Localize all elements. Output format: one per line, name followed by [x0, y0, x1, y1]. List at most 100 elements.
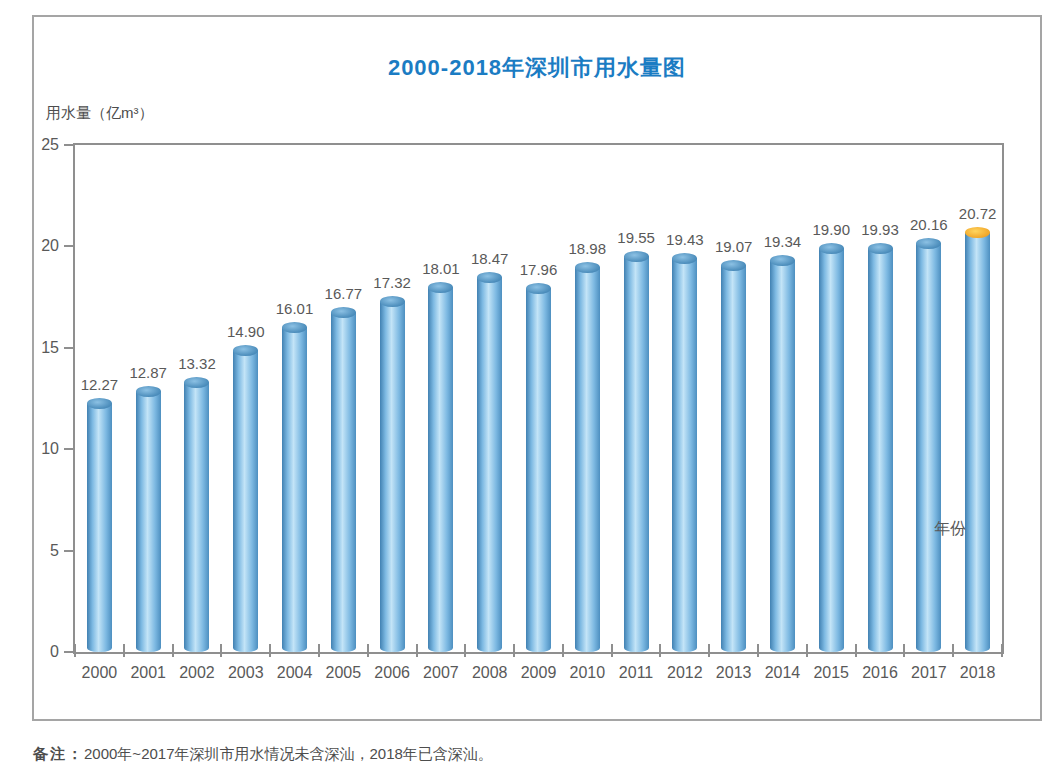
- y-axis-tick: [64, 245, 73, 247]
- bar-body: [770, 260, 795, 652]
- bar-2004: [282, 327, 307, 652]
- x-axis-label-2016: 2016: [856, 664, 905, 682]
- x-axis-label-2003: 2003: [221, 664, 270, 682]
- x-axis-label-2012: 2012: [660, 664, 709, 682]
- bar-body: [575, 267, 600, 652]
- bar-2002: [184, 382, 209, 652]
- y-axis-tick-label: 10: [27, 441, 59, 457]
- x-axis-label-2009: 2009: [514, 664, 563, 682]
- bar-body: [136, 391, 161, 652]
- bar-body: [282, 327, 307, 652]
- x-axis-label-2000: 2000: [75, 664, 124, 682]
- bar-value-label: 17.96: [504, 261, 574, 278]
- bar-cap: [136, 386, 161, 397]
- x-axis-tick: [806, 644, 808, 657]
- bar-cap: [233, 345, 258, 356]
- x-axis-tick: [74, 644, 76, 657]
- x-axis-tick: [220, 644, 222, 657]
- bar-cap: [575, 262, 600, 273]
- bar-2007: [428, 287, 453, 652]
- x-axis-label-2013: 2013: [709, 664, 758, 682]
- y-axis-tick-label: 20: [27, 238, 59, 254]
- bar-2015: [819, 248, 844, 652]
- chart-title: 2000-2018年深圳市用水量图: [34, 53, 1040, 83]
- y-axis-tick: [64, 144, 73, 146]
- bar-cap: [624, 251, 649, 262]
- bar-2006: [380, 301, 405, 652]
- bar-cap: [428, 282, 453, 293]
- footnote-label: 备注：: [33, 745, 84, 762]
- x-axis-label-2004: 2004: [270, 664, 319, 682]
- bar-2001: [136, 391, 161, 652]
- plot-area: 051015202512.27200012.87200113.32200214.…: [73, 143, 1004, 654]
- bar-2014: [770, 260, 795, 652]
- footnote: 备注：2000年~2017年深圳市用水情况未含深汕，2018年已含深汕。: [33, 745, 493, 764]
- x-axis-tick: [416, 644, 418, 657]
- x-axis-tick: [708, 644, 710, 657]
- bar-2013: [721, 265, 746, 652]
- x-axis-tick: [513, 644, 515, 657]
- bar-2003: [233, 350, 258, 652]
- bar-2012: [672, 258, 697, 652]
- x-axis-label-2001: 2001: [124, 664, 173, 682]
- bar-body: [624, 256, 649, 652]
- x-axis-tick: [611, 644, 613, 657]
- bar-body: [380, 301, 405, 652]
- x-axis-tick: [903, 644, 905, 657]
- bar-body: [819, 248, 844, 652]
- x-axis-label-2010: 2010: [563, 664, 612, 682]
- bar-body: [965, 232, 990, 652]
- bar-body: [526, 288, 551, 652]
- bar-2000: [87, 403, 112, 652]
- x-axis-label-2018: 2018: [953, 664, 1002, 682]
- y-axis-tick: [64, 651, 73, 653]
- bar-2009: [526, 288, 551, 652]
- x-axis-title: 年份: [934, 519, 966, 540]
- bar-value-label: 14.90: [211, 323, 281, 340]
- bar-body: [672, 258, 697, 652]
- x-axis-label-2014: 2014: [758, 664, 807, 682]
- x-axis-label-2017: 2017: [904, 664, 953, 682]
- x-axis-tick: [123, 644, 125, 657]
- y-axis-tick: [64, 347, 73, 349]
- bar-body: [233, 350, 258, 652]
- bar-2017: [916, 243, 941, 652]
- x-axis-tick: [659, 644, 661, 657]
- bar-cap: [770, 255, 795, 266]
- bar-body: [428, 287, 453, 652]
- x-axis-tick: [855, 644, 857, 657]
- bar-cap-highlighted: [965, 227, 990, 238]
- y-axis-tick-label: 5: [27, 543, 59, 559]
- x-axis-tick: [562, 644, 564, 657]
- x-axis-label-2007: 2007: [417, 664, 466, 682]
- bar-body: [87, 403, 112, 652]
- bar-2011: [624, 256, 649, 652]
- footnote-text: 2000年~2017年深圳市用水情况未含深汕，2018年已含深汕。: [84, 745, 493, 762]
- x-axis-tick: [318, 644, 320, 657]
- bar-2008: [477, 277, 502, 652]
- bar-cap: [868, 243, 893, 254]
- y-axis-tick-label: 25: [27, 137, 59, 153]
- x-axis-label-2005: 2005: [319, 664, 368, 682]
- bar-body: [477, 277, 502, 652]
- x-axis-tick: [1001, 644, 1003, 657]
- bar-body: [916, 243, 941, 652]
- bar-value-label: 20.72: [943, 205, 1013, 222]
- bar-2016: [868, 248, 893, 652]
- bar-body: [721, 265, 746, 652]
- bar-2010: [575, 267, 600, 652]
- y-axis-tick: [64, 550, 73, 552]
- bar-2018: [965, 232, 990, 652]
- bar-cap: [526, 283, 551, 294]
- x-axis-tick: [367, 644, 369, 657]
- x-axis-label-2002: 2002: [173, 664, 222, 682]
- y-axis-tick-label: 15: [27, 340, 59, 356]
- x-axis-label-2011: 2011: [612, 664, 661, 682]
- x-axis-tick: [269, 644, 271, 657]
- x-axis-tick: [757, 644, 759, 657]
- bar-value-label: 13.32: [162, 355, 232, 372]
- x-axis-label-2015: 2015: [807, 664, 856, 682]
- x-axis-tick: [172, 644, 174, 657]
- y-axis-tick-label: 0: [27, 644, 59, 660]
- y-axis-tick: [64, 448, 73, 450]
